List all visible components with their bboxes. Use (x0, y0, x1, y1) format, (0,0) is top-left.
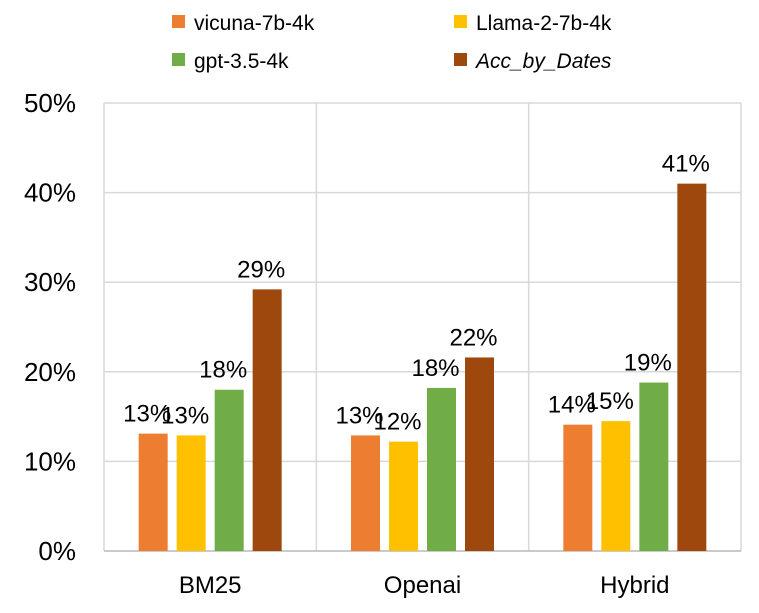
x-axis-ticks: BM25 Openai Hybrid (179, 572, 670, 599)
legend-label: gpt-3.5-4k (194, 50, 289, 73)
data-label: 41% (662, 151, 710, 178)
grid-lines (103, 102, 742, 552)
data-label: 22% (449, 324, 497, 351)
data-label: 13% (335, 402, 383, 429)
x-tick-label: Hybrid (600, 572, 669, 599)
legend-label: Llama-2-7b-4k (476, 12, 612, 35)
y-tick-label: 50% (24, 88, 76, 118)
bar (427, 387, 456, 551)
bar (214, 389, 244, 551)
y-tick-label: 40% (24, 178, 76, 208)
data-label: 18% (411, 355, 459, 382)
data-label: 29% (237, 256, 285, 283)
data-label: 15% (586, 388, 634, 415)
bar (563, 424, 593, 551)
legend-swatch (454, 53, 467, 66)
legend-swatch (172, 53, 185, 66)
data-label: 18% (199, 357, 247, 384)
legend: vicuna-7b-4k Llama-2-7b-4k gpt-3.5-4k Acc_b… (172, 12, 612, 73)
data-label: 19% (624, 350, 672, 377)
data-label: 14% (548, 392, 596, 419)
y-tick-label: 10% (24, 446, 76, 476)
bar (639, 382, 669, 551)
legend-swatch (454, 15, 467, 28)
y-axis-ticks: 0% 10% 20% 30% 40% 50% (24, 88, 76, 566)
data-labels: 13%13%18%29%13%12%18%22%14%15%19%41% (123, 151, 710, 436)
bars (138, 183, 707, 551)
bar (351, 435, 380, 551)
bar (389, 441, 418, 551)
bar (138, 433, 168, 551)
bar (252, 289, 282, 551)
legend-label: vicuna-7b-4k (194, 12, 315, 35)
y-tick-label: 20% (24, 357, 76, 387)
legend-swatch (172, 15, 185, 28)
x-tick-label: BM25 (179, 572, 242, 599)
y-tick-label: 30% (24, 267, 76, 297)
legend-label: Acc_by_Dates (474, 50, 612, 73)
y-tick-label: 0% (38, 536, 76, 566)
data-label: 13% (123, 401, 171, 428)
data-label: 13% (161, 402, 209, 429)
data-label: 12% (373, 409, 421, 436)
x-tick-label: Openai (384, 572, 461, 599)
bar (465, 357, 494, 551)
bar (176, 435, 206, 551)
bar (677, 183, 707, 551)
bar (601, 421, 631, 551)
